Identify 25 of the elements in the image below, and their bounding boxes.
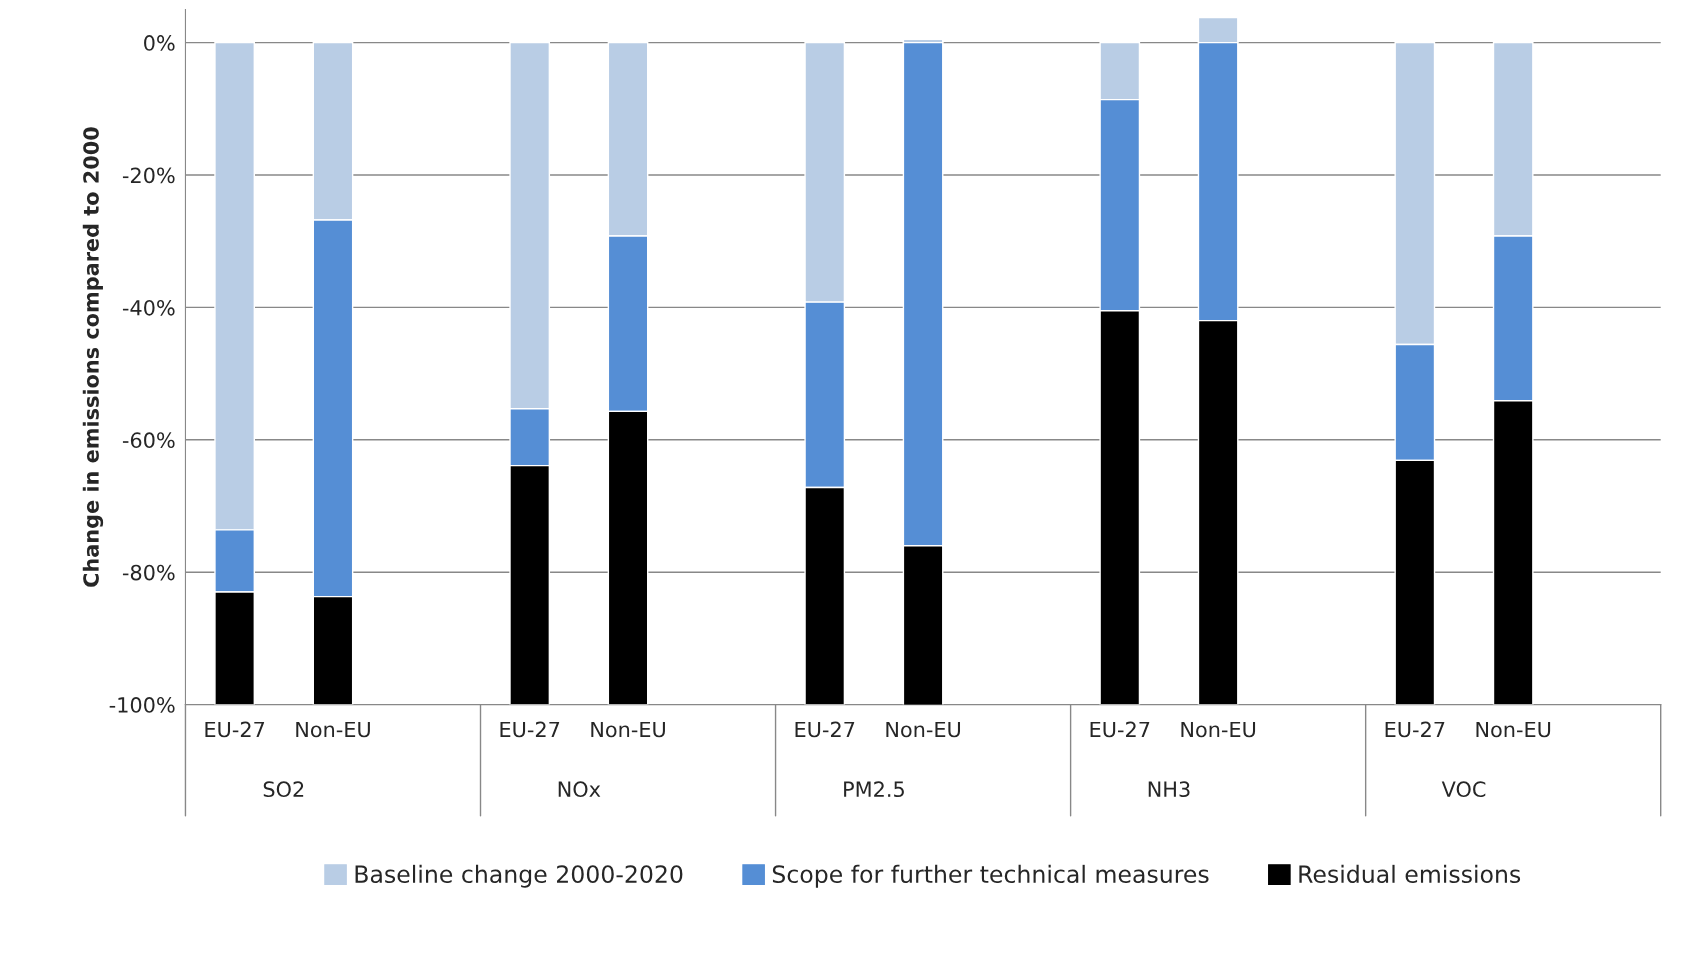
text: NOx	[558, 781, 601, 798]
text: NH3	[1148, 781, 1190, 798]
x-tick-label: Non-EU	[296, 721, 370, 738]
x-tick-label: EU-27	[205, 721, 265, 738]
legend-label: Residual emissions	[1299, 864, 1521, 884]
x-tick-label: Non-EU	[1181, 721, 1256, 738]
text: VOC	[1441, 781, 1486, 798]
text: SO2	[263, 781, 304, 798]
x-tick-label: Non-EU	[1476, 721, 1551, 738]
y-tick-label: -80%	[122, 564, 175, 581]
y-tick-label: -40%	[122, 299, 175, 316]
legend-label: Scope for further technical measures	[772, 864, 1209, 888]
y-tick-label: -100%	[109, 697, 175, 713]
x-tick-label: EU-27	[1090, 721, 1150, 738]
x-tick-label: EU-27	[500, 721, 560, 738]
text: PM2.5	[844, 781, 904, 798]
x-tick-label: EU-27	[1385, 721, 1445, 738]
x-tick-label: Non-EU	[886, 721, 961, 738]
legend-label: Baseline change 2000-2020	[355, 864, 683, 888]
x-tick-label: Non-EU	[591, 721, 665, 738]
y-tick-label: -20%	[122, 167, 175, 184]
y-tick-label: 0%	[144, 35, 175, 51]
y-axis-title: Change in emissions compared to 2000	[82, 127, 104, 587]
y-tick-label: -60%	[122, 432, 175, 449]
x-tick-label: EU-27	[795, 721, 855, 738]
